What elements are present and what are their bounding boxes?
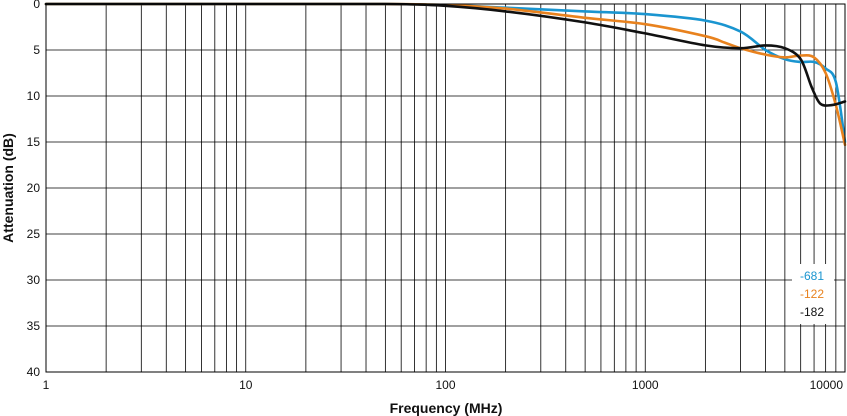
y-tick-label: 10	[27, 89, 41, 103]
y-tick-label: 30	[27, 273, 41, 287]
legend: -681 -122 -182	[792, 264, 834, 324]
y-tick-label: 15	[27, 135, 41, 149]
y-tick-label: 5	[33, 43, 40, 57]
x-axis-title: Frequency (MHz)	[390, 400, 503, 416]
x-tick-label: 1	[43, 378, 50, 392]
legend-entry: -122	[800, 287, 824, 301]
legend-entry: -182	[800, 305, 824, 319]
x-tick-label: 10	[239, 378, 253, 392]
plot-frame	[45, 3, 846, 373]
x-tick-label: 1000	[632, 378, 659, 392]
y-tick-label: 0	[33, 0, 40, 11]
y-tick-label: 35	[27, 319, 41, 333]
legend-box	[792, 264, 834, 324]
legend-entry: -681	[800, 269, 824, 283]
y-tick-label: 25	[27, 227, 41, 241]
grid	[46, 4, 845, 372]
y-tick-labels: 0 5 10 15 20 25 30 35 40	[27, 0, 41, 379]
x-tick-label: 100	[435, 378, 455, 392]
x-tick-labels: 1 10 100 1000 10000	[43, 378, 844, 392]
y-tick-label: 40	[27, 365, 41, 379]
y-tick-label: 20	[27, 181, 41, 195]
x-tick-label: 10000	[810, 378, 844, 392]
y-axis-title: Attenuation (dB)	[0, 133, 16, 243]
